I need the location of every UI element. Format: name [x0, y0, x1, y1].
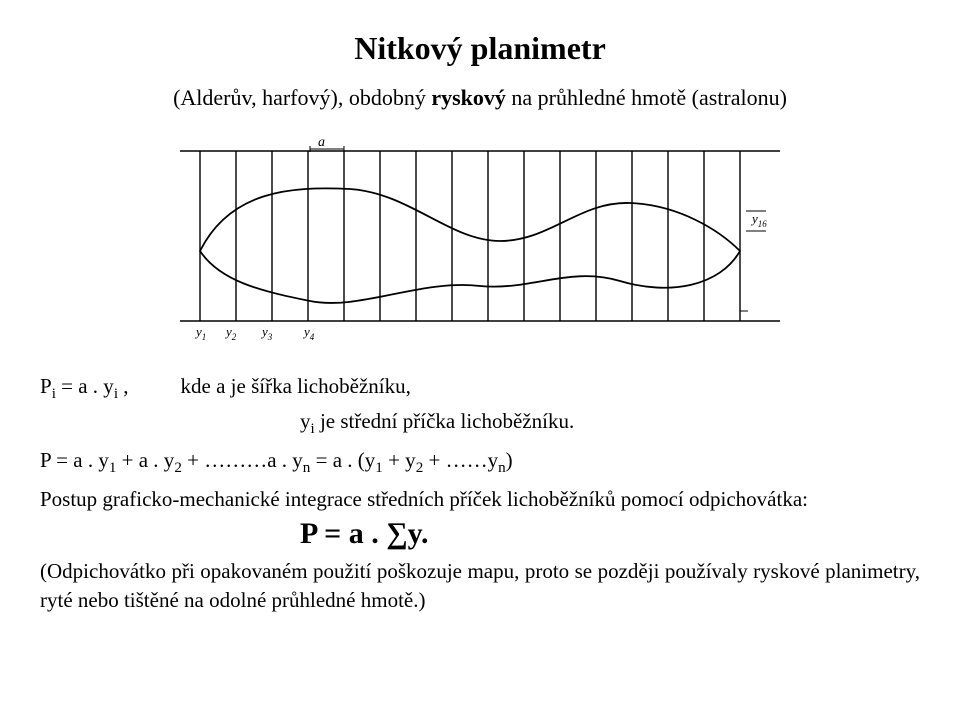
subtitle: (Alderův, harfový), obdobný ryskový na p… — [40, 85, 920, 111]
eq3b: + a . y — [116, 448, 174, 472]
eq3a: P = a . y — [40, 448, 109, 472]
main-formula: P = a . ∑y. — [300, 517, 920, 551]
page-title: Nitkový planimetr — [40, 30, 920, 67]
sub-1: 1 — [375, 460, 383, 476]
svg-text:y3: y3 — [260, 324, 273, 341]
eq3c: + ………a . y — [182, 448, 303, 472]
eq3g: ) — [506, 448, 513, 472]
var-P: P — [40, 374, 52, 398]
sub-2: 2 — [174, 460, 182, 476]
eq-desc2: je střední příčka lichoběžníku. — [315, 409, 575, 433]
svg-text:y16: y16 — [750, 211, 767, 229]
var-y: y — [300, 409, 311, 433]
svg-text:y4: y4 — [302, 324, 315, 341]
eq-comma: , — [118, 374, 129, 398]
paragraph-1: Postup graficko-mechanické integrace stř… — [40, 485, 920, 513]
paragraph-2: (Odpichovátko při opakovaném použití poš… — [40, 557, 920, 614]
svg-text:y1: y1 — [194, 324, 206, 341]
subtitle-part-a: (Alderův, harfový), obdobný — [173, 85, 431, 110]
eq3d: = a . (y — [310, 448, 375, 472]
eq-part: = a . y — [56, 374, 114, 398]
equation-line-3: P = a . y 1 + a . y2 + ………a . y n = a . (y… — [40, 448, 920, 473]
planimeter-diagram: a y1 y2 y3 y4 y16 — [160, 131, 800, 346]
svg-text:a: a — [318, 135, 325, 150]
equation-line-2: yi je střední příčka lichoběžníku. — [300, 409, 920, 434]
sub-n: n — [498, 460, 506, 476]
subtitle-bold: ryskový — [431, 85, 506, 110]
svg-text:y2: y2 — [224, 324, 237, 341]
eq3f: + ……y — [423, 448, 498, 472]
eq-desc: kde a je šířka lichoběžníku, — [181, 374, 411, 398]
eq3e: + y — [383, 448, 416, 472]
subtitle-part-c: na průhledné hmotě (astralonu) — [506, 85, 787, 110]
equation-line-1: Pi = a . yi ,kde a je šířka lichoběžníku… — [40, 374, 920, 399]
